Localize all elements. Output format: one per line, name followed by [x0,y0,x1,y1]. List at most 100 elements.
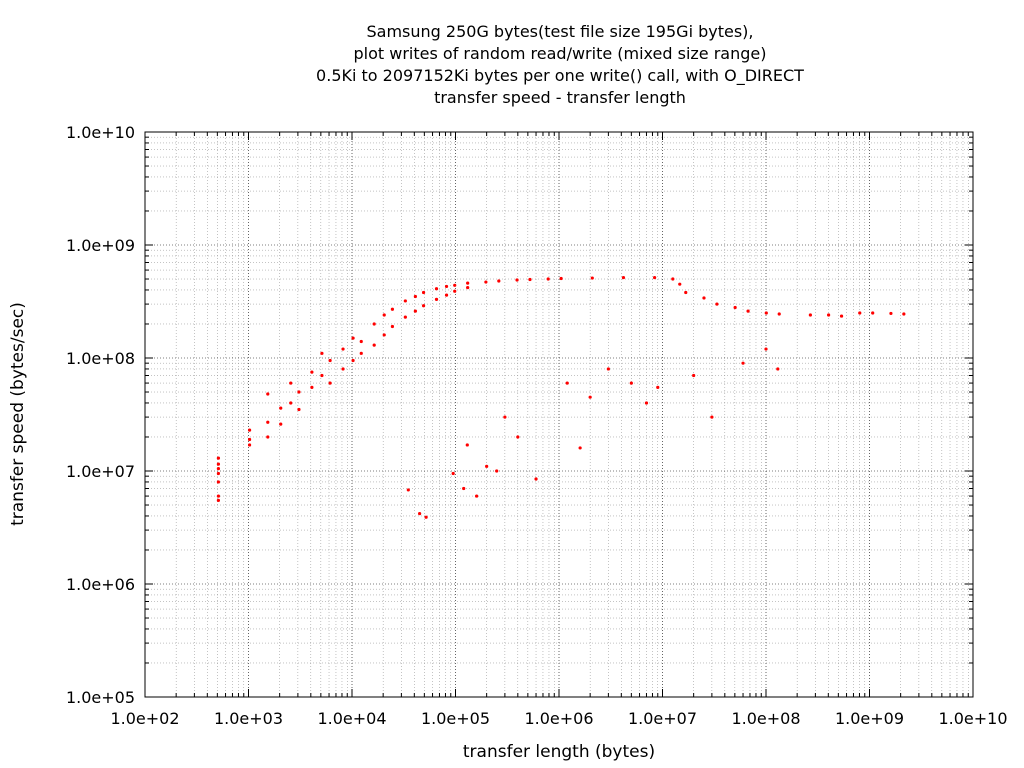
data-point [871,311,875,315]
data-point [418,511,422,516]
data-point [588,395,592,399]
data-point [715,302,719,306]
data-point [606,367,610,371]
data-point [297,390,301,394]
data-point [216,498,221,502]
data-point [710,415,714,419]
y-axis-label: transfer speed (bytes/sec) [8,302,28,526]
data-point [266,420,270,424]
data-point [684,290,688,295]
title-line-2: plot writes of random read/write (mixed … [354,44,767,63]
plot-grid [145,132,973,697]
data-point [372,343,376,347]
y-tick-label: 1.0e+05 [66,688,135,707]
data-point [656,385,660,389]
data-point [451,471,455,476]
title-line-4: transfer speed - transfer length [434,88,686,107]
data-point [808,313,812,317]
data-point [590,276,594,280]
data-point [466,285,470,290]
data-point [351,358,355,363]
data-point [247,428,252,432]
data-point [279,406,283,410]
title-line-1: Samsung 250G bytes(test file size 195Gi … [367,22,754,41]
data-point [247,443,252,447]
data-point [902,312,906,316]
y-tick-label: 1.0e+06 [66,575,135,594]
data-points [216,275,906,519]
data-point [629,381,633,385]
data-point [413,294,417,299]
x-tick-label: 1.0e+07 [628,709,697,728]
data-point [485,464,489,468]
data-point [746,309,750,313]
data-point [534,477,538,481]
data-point [406,488,410,492]
data-point [216,462,221,466]
data-point [741,361,745,365]
x-tick-label: 1.0e+04 [317,709,386,728]
data-point [497,279,501,283]
y-tick-label: 1.0e+09 [66,236,135,255]
data-point [546,277,550,281]
data-point [528,277,532,282]
data-point [516,435,520,439]
data-point [889,311,893,316]
x-tick-label: 1.0e+08 [731,709,800,728]
data-point [247,437,252,442]
data-point [578,446,582,450]
data-point [279,422,283,426]
data-point [702,296,706,300]
x-tick-label: 1.0e+02 [110,709,179,728]
data-point [359,351,363,355]
data-point [764,311,768,315]
data-point [495,469,499,473]
data-point [444,293,449,297]
data-point [403,315,407,319]
data-point [462,486,466,491]
x-tick-label: 1.0e+06 [524,709,593,728]
data-point [465,443,469,447]
data-point [421,290,426,295]
data-point [216,456,221,460]
y-tick-label: 1.0e+07 [66,462,135,481]
data-point [503,415,507,419]
data-point [216,467,221,471]
data-point [328,358,332,363]
data-point [678,282,682,286]
data-point [289,381,293,385]
data-point [484,280,488,284]
data-point [559,276,563,281]
y-tick-label: 1.0e+10 [66,123,135,142]
data-point [692,373,696,378]
title-line-3: 0.5Ki to 2097152Ki bytes per one write()… [316,66,804,86]
data-point [341,367,345,371]
data-point [289,401,293,405]
x-tick-label: 1.0e+03 [214,709,283,728]
data-point [453,289,457,293]
data-point [671,277,675,281]
data-point [424,515,428,519]
x-tick-label: 1.0e+10 [938,709,1007,728]
data-point [565,381,569,385]
data-point [466,281,470,285]
data-point [382,333,386,337]
data-point [297,407,301,412]
data-point [403,299,407,303]
data-point [266,392,270,396]
data-point [858,311,862,315]
data-point [216,471,221,476]
y-tick-labels: 1.0e+05 1.0e+06 1.0e+07 1.0e+08 1.0e+09 1.0e+… [66,123,135,707]
data-point [434,287,439,291]
chart-title: Samsung 250G bytes(test file size 195Gi … [316,22,804,107]
y-tick-label: 1.0e+08 [66,349,135,368]
data-point [621,275,626,280]
data-point [310,385,314,389]
data-point [444,284,449,289]
data-point [413,309,417,313]
data-point [216,480,221,484]
data-point [216,494,221,498]
data-point [382,313,386,317]
data-point [390,307,395,311]
